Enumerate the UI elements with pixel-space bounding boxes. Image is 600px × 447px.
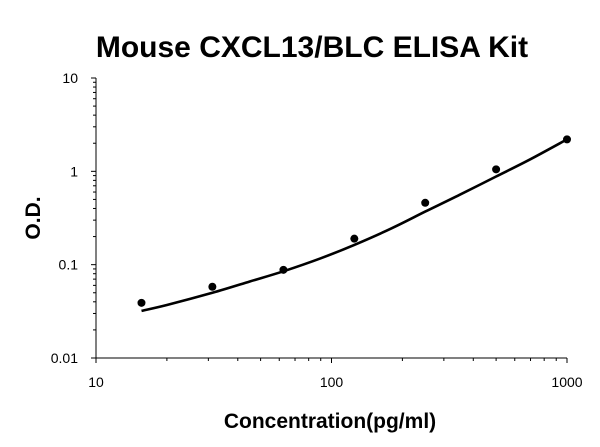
data-point [137, 298, 146, 307]
x-tick-label: 10 [88, 374, 104, 390]
data-point [421, 198, 430, 207]
x-tick-label: 1000 [551, 374, 582, 390]
chart-title: Mouse CXCL13/BLC ELISA Kit [96, 31, 528, 64]
data-point [563, 135, 571, 144]
data-point [350, 234, 359, 243]
y-tick-label: 0.1 [59, 257, 79, 273]
y-tick-label: 0.01 [51, 350, 78, 366]
y-tick-label: 10 [62, 70, 78, 86]
data-point [492, 165, 501, 174]
data-point [208, 282, 217, 291]
y-axis-label: O.D. [22, 196, 45, 239]
plot-area [137, 135, 571, 313]
fit-curve [141, 138, 568, 313]
axes: 10 100 1000 0.01 0.1 1 10 [51, 70, 583, 390]
x-tick-label: 100 [320, 374, 344, 390]
y-tick-label: 1 [70, 163, 78, 179]
x-axis-label: Concentration(pg/ml) [224, 410, 436, 433]
data-point [279, 265, 288, 274]
